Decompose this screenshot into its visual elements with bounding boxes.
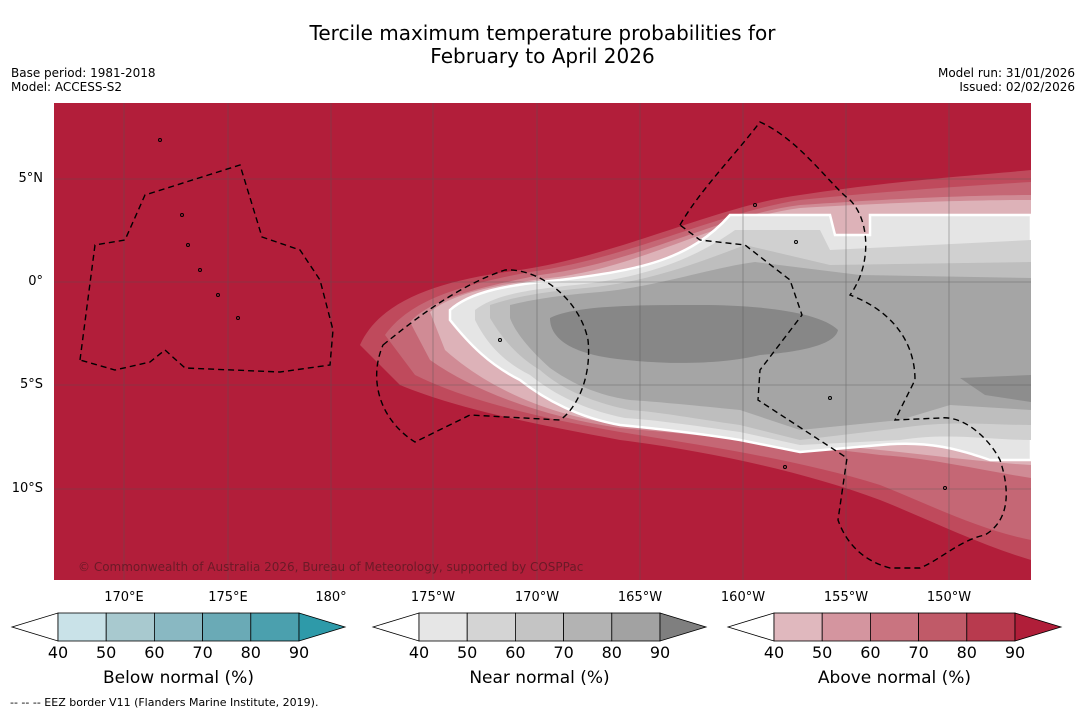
band-near-90b — [960, 375, 1031, 402]
colorbar-near-tick: 90 — [649, 643, 671, 662]
colorbar-below-tick: 80 — [240, 643, 261, 662]
colorbar-below-tick: 90 — [288, 643, 310, 662]
model-run: Model run: 31/01/2026 — [937, 66, 1075, 80]
colorbar-above-segment — [870, 612, 920, 642]
lon-label-160w: 160°W — [720, 590, 766, 605]
colorbar-below-segment — [57, 612, 107, 642]
colorbar-near-tick: 70 — [553, 643, 574, 662]
model-name: Model: ACCESS-S2 — [11, 80, 123, 94]
copyright-text: © Commonwealth of Australia 2026, Bureau… — [78, 560, 583, 574]
colorbar-near-min-arrow — [371, 612, 420, 642]
colorbar-above-segment — [966, 612, 1016, 642]
base-period: Base period: 1981-2018 — [11, 66, 156, 80]
lat-label-5n: 5°N — [18, 171, 44, 186]
colorbar-above-tick: 70 — [908, 643, 929, 662]
lat-label-10s: 10°S — [11, 481, 43, 496]
meta-right: Model run: 31/01/2026 Issued: 02/02/2026 — [938, 66, 1075, 94]
colorbar-below-max-arrow — [298, 612, 347, 642]
lon-label-150w: 150°W — [926, 590, 972, 605]
colorbar-below-tick: 70 — [192, 643, 213, 662]
colorbar-below-segment — [105, 612, 155, 642]
colorbar-below-tick: 50 — [96, 643, 117, 662]
colorbar-below-segment — [202, 612, 252, 642]
colorbar-near-segment — [563, 612, 613, 642]
lat-label-5s: 5°S — [19, 377, 43, 392]
colorbar-above-tick: 60 — [860, 643, 881, 662]
colorbar-below-segment — [153, 612, 203, 642]
colorbars — [10, 612, 1063, 642]
colorbar-near-segment — [611, 612, 661, 642]
band-near-90 — [550, 305, 838, 363]
lon-label-175w: 175°W — [410, 590, 456, 605]
lon-label-155w: 155°W — [823, 590, 869, 605]
eez-footnote: -- -- -- EEZ border V11 (Flanders Marine… — [10, 696, 319, 709]
colorbar-near-tick: 80 — [601, 643, 622, 662]
colorbar-above-tick: 50 — [812, 643, 833, 662]
gridlines — [54, 103, 1031, 580]
lon-label-170e: 170°E — [104, 590, 144, 605]
colorbar-below-tick: 60 — [144, 643, 165, 662]
lon-label-180: 180° — [315, 590, 347, 605]
colorbar-near-segment — [515, 612, 565, 642]
colorbar-above-segment — [821, 612, 871, 642]
lat-label-0: 0° — [28, 274, 43, 289]
colorbar-below-min-arrow — [10, 612, 59, 642]
colorbar-above-segment — [918, 612, 968, 642]
colorbar-above-min-arrow — [726, 612, 775, 642]
colorbar-near-tick: 60 — [505, 643, 526, 662]
colorbar-near-tick: 50 — [457, 643, 478, 662]
colorbar-above-segment — [773, 612, 823, 642]
colorbar-near-label: Near normal (%) — [469, 668, 610, 688]
colorbar-near-segment — [466, 612, 516, 642]
colorbar-below-label: Below normal (%) — [103, 668, 254, 688]
colorbar-above-tick: 80 — [956, 643, 977, 662]
colorbar-near-segment — [418, 612, 468, 642]
colorbar-above-max-arrow — [1014, 612, 1063, 642]
map-title: Tercile maximum temperature probabilitie… — [0, 22, 1085, 68]
issued-date: Issued: 02/02/2026 — [959, 80, 1075, 94]
colorbar-above-label: Above normal (%) — [817, 668, 972, 688]
title-line-1: Tercile maximum temperature probabilitie… — [309, 21, 776, 45]
colorbar-below-tick: 40 — [47, 643, 69, 662]
lon-label-170w: 170°W — [514, 590, 560, 605]
colorbar-below-segment — [250, 612, 300, 642]
colorbar-above-tick: 40 — [763, 643, 785, 662]
title-line-2: February to April 2026 — [430, 44, 655, 68]
meta-left: Base period: 1981-2018 Model: ACCESS-S2 — [11, 66, 156, 94]
colorbar-near-tick: 40 — [408, 643, 430, 662]
islands — [158, 138, 947, 490]
lon-label-165w: 165°W — [617, 590, 663, 605]
colorbar-near-max-arrow — [659, 612, 708, 642]
lon-label-175e: 175°E — [208, 590, 248, 605]
eez-borders — [79, 121, 1007, 569]
colorbar-above-tick: 90 — [1004, 643, 1026, 662]
